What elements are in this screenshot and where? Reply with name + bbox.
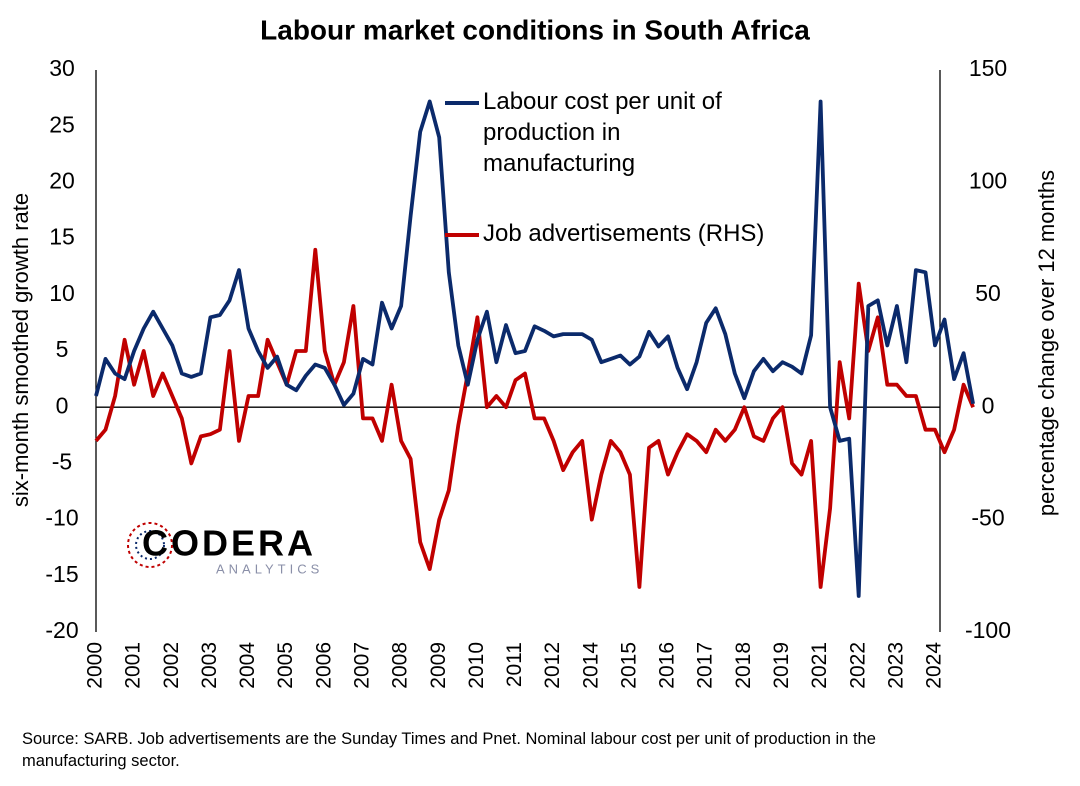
y-tick-label: 5 bbox=[56, 336, 69, 362]
x-tick-label: 2022 bbox=[846, 642, 869, 689]
y-tick-label: -5 bbox=[52, 448, 72, 474]
x-tick-label: 2000 bbox=[84, 642, 107, 689]
x-tick-label: 2004 bbox=[236, 642, 259, 689]
y2-tick-label: 100 bbox=[969, 167, 1007, 193]
y-tick-label: 30 bbox=[49, 55, 75, 81]
x-tick-label: 2018 bbox=[732, 642, 755, 689]
x-tick-label: 2023 bbox=[884, 642, 907, 689]
logo-tagline: ANALYTICS bbox=[216, 561, 323, 576]
y-tick-label: 0 bbox=[56, 392, 69, 418]
x-tick-label: 2007 bbox=[351, 642, 374, 689]
chart-title: Labour market conditions in South Africa bbox=[260, 14, 810, 45]
x-tick-label: 2002 bbox=[160, 642, 183, 689]
x-tick-label: 2019 bbox=[770, 642, 793, 689]
y-tick-label: 15 bbox=[49, 224, 75, 250]
logo: CODERA ANALYTICS bbox=[127, 522, 323, 576]
x-tick-label: 2012 bbox=[541, 642, 564, 689]
x-tick-label: 2003 bbox=[198, 642, 221, 689]
x-tick-label: 2016 bbox=[656, 642, 679, 689]
x-tick-label: 2021 bbox=[808, 642, 831, 689]
x-tick-label: 2008 bbox=[389, 642, 412, 689]
x-tick-label: 2011 bbox=[503, 642, 526, 687]
x-tick-label: 2005 bbox=[274, 642, 297, 689]
x-tick-label: 2024 bbox=[923, 642, 946, 689]
x-tick-label: 2010 bbox=[465, 642, 488, 689]
x-tick-label: 2017 bbox=[694, 642, 717, 689]
y2-tick-label: 0 bbox=[982, 392, 995, 418]
y2-tick-label: -50 bbox=[971, 505, 1004, 531]
y-tick-label: -15 bbox=[45, 561, 78, 587]
y2-tick-label: 50 bbox=[975, 280, 1001, 306]
x-tick-label: 2006 bbox=[312, 642, 335, 689]
y-tick-label: 10 bbox=[49, 280, 75, 306]
series-line bbox=[94, 247, 975, 589]
y2-tick-label: -100 bbox=[965, 617, 1011, 643]
x-tick-label: 2015 bbox=[617, 642, 640, 689]
y-tick-label: -10 bbox=[45, 505, 78, 531]
logo-name: CODERA bbox=[142, 523, 316, 564]
x-tick-label: 2001 bbox=[122, 642, 145, 689]
y2-tick-label: 150 bbox=[969, 55, 1007, 81]
legend-label: Labour cost per unit of production in manu… bbox=[483, 88, 722, 177]
series-line bbox=[94, 99, 975, 598]
logo-ring bbox=[135, 530, 165, 560]
y-tick-label: 25 bbox=[49, 111, 75, 137]
source-note: Source: SARB. Job advertisements are the… bbox=[22, 730, 876, 770]
legend-label: Job advertisements (RHS) bbox=[483, 220, 764, 247]
y-tick-label: 20 bbox=[49, 167, 75, 193]
x-tick-label: 2014 bbox=[579, 642, 602, 689]
y-axis-label: six-month smoothed growth rate bbox=[8, 193, 33, 507]
x-tick-label: 2009 bbox=[427, 642, 450, 689]
y2-axis-label: percentage change over 12 months bbox=[1034, 170, 1059, 516]
y-tick-label: -20 bbox=[45, 617, 78, 643]
logo-ring bbox=[127, 522, 173, 568]
